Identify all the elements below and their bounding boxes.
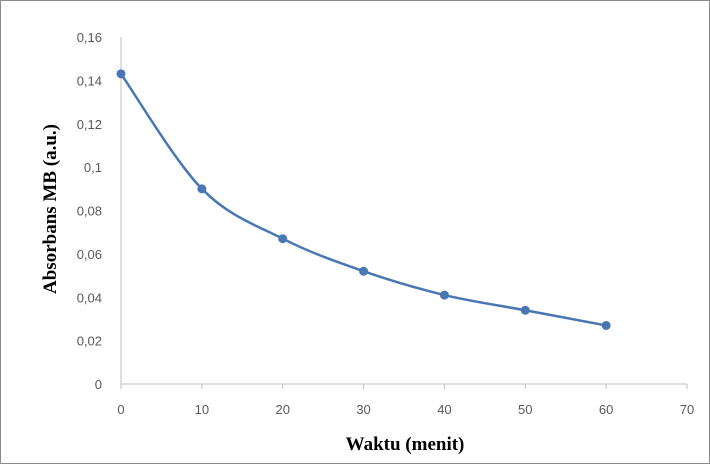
series-layer [116,69,611,330]
x-tick-label: 10 [195,402,209,417]
x-tick-label: 30 [356,402,370,417]
data-point [116,69,126,79]
data-point [520,305,530,315]
data-point [197,184,207,194]
y-tick-label: 0,08 [77,204,102,219]
x-tick-label: 50 [518,402,532,417]
axes [120,37,687,385]
x-tick-label: 40 [437,402,451,417]
x-tick-label: 0 [117,402,124,417]
data-point [359,266,369,276]
x-axis-title: Waktu (menit) [346,434,465,455]
y-axis-title: Absorbans MB (a.u.) [40,124,61,294]
x-tick-label: 20 [275,402,289,417]
y-tick-label: 0,02 [77,334,102,349]
x-tick-label: 60 [599,402,613,417]
y-tick-label: 0,12 [77,117,102,132]
y-tick-label: 0,04 [77,290,102,305]
y-tick-labels: 0 0,02 0,04 0,06 0,08 0,1 0,12 0,14 0,16 [77,30,102,392]
series-line [119,73,607,327]
data-point [439,290,449,300]
y-tick-label: 0,1 [84,160,102,175]
data-point [278,234,288,244]
y-tick-label: 0 [95,377,102,392]
y-tick-label: 0,14 [77,73,102,88]
y-tick-label: 0,06 [77,247,102,262]
x-tick-labels: 0 10 20 30 40 50 60 70 [117,384,694,417]
x-tick-label: 70 [680,402,694,417]
y-tick-label: 0,16 [77,30,102,45]
data-point [601,320,611,330]
